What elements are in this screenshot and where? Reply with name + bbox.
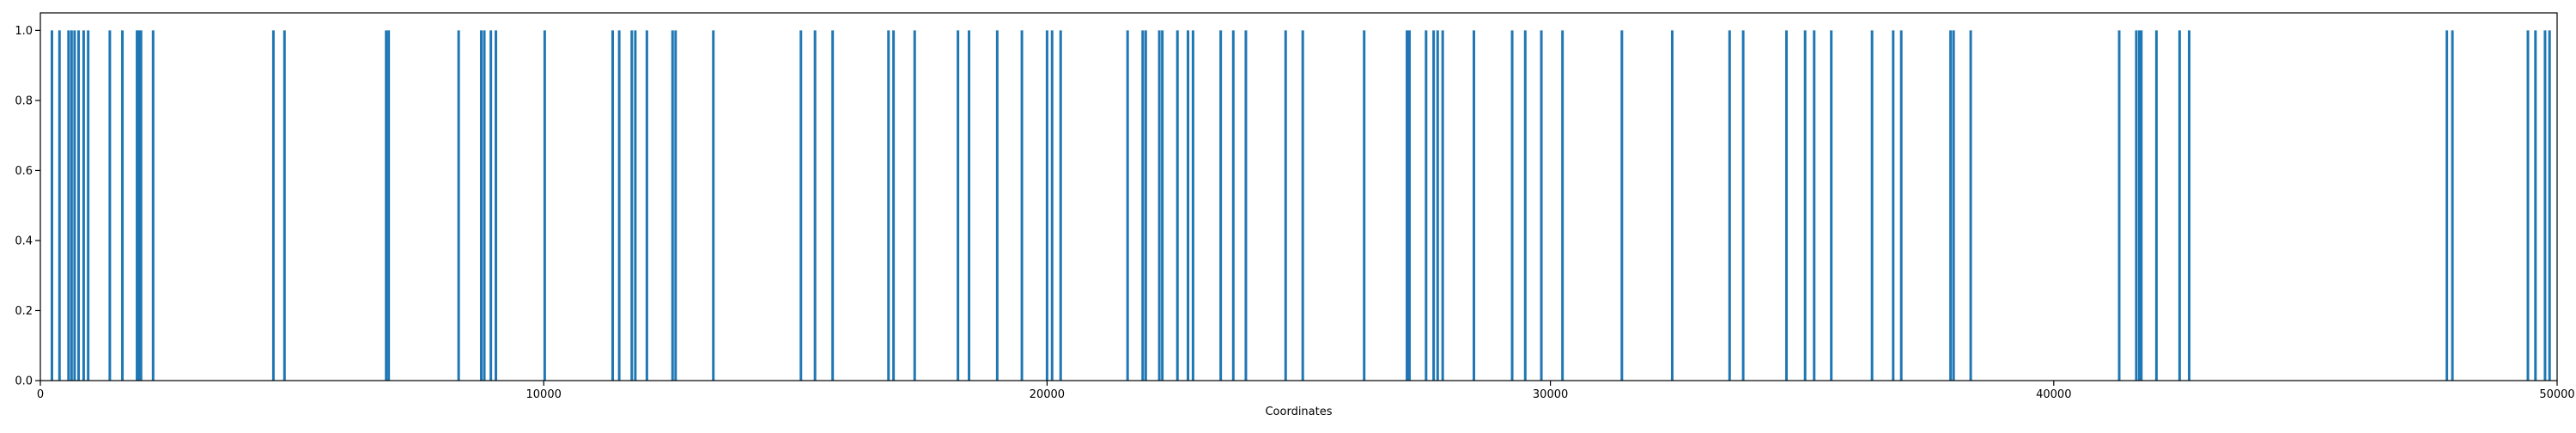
y-tick-label: 0.4 [15, 235, 33, 247]
bars-layer [50, 30, 2551, 381]
y-axis-ticks: 0.0 0.2 0.4 0.6 0.8 1.0 [15, 25, 40, 388]
plot-frame [39, 12, 2558, 381]
x-tick-label: 40000 [2036, 388, 2071, 401]
x-axis-label: Coordinates [1265, 406, 1332, 418]
x-tick-label: 30000 [1533, 388, 1568, 401]
y-tick-label: 1.0 [15, 25, 33, 38]
x-tick-label: 20000 [1030, 388, 1065, 401]
y-tick-label: 0.8 [15, 95, 33, 107]
x-axis-ticks: 0 10000 20000 30000 40000 50000 [37, 381, 2575, 401]
x-tick-label: 50000 [2539, 388, 2574, 401]
y-tick-label: 0.2 [15, 305, 33, 318]
x-tick-label: 0 [37, 388, 44, 401]
y-tick-label: 0.0 [15, 375, 33, 388]
x-tick-label: 10000 [526, 388, 562, 401]
y-tick-label: 0.6 [15, 165, 33, 178]
